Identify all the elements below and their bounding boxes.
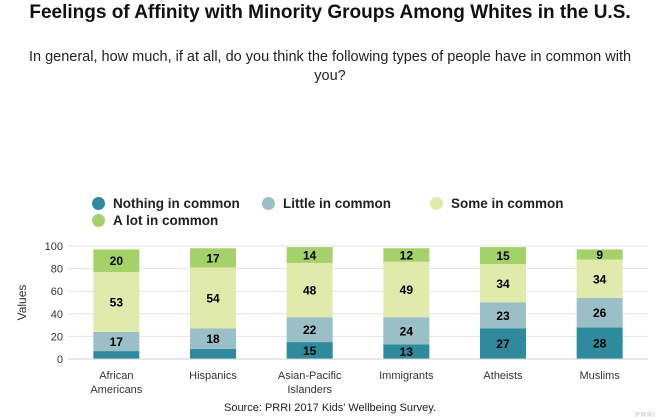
data-label-5-series-0: 28	[593, 337, 607, 351]
x-tick-label-5: Muslims	[579, 370, 620, 382]
legend-label-little: Little in common	[283, 196, 391, 211]
chart-title: Feelings of Affinity with Minority Group…	[29, 2, 631, 23]
data-label-3-series-1: 24	[400, 324, 414, 338]
y-tick-label-60: 60	[51, 286, 63, 298]
y-tick-label-100: 100	[45, 241, 63, 253]
x-tick-label-0-line-1: Americans	[90, 384, 142, 396]
y-axis-label: Values	[15, 285, 29, 321]
data-label-0-series-2: 53	[110, 295, 124, 309]
x-tick-label-1: Hispanics	[189, 370, 237, 382]
legend-item-nothing: Nothing in common	[92, 196, 240, 211]
bar-3-series-0	[383, 344, 430, 359]
y-tick-label-20: 20	[51, 331, 63, 343]
legend-label-some: Some in common	[451, 196, 564, 211]
legend-swatch-nothing	[92, 197, 105, 210]
data-label-4-series-0: 27	[496, 337, 510, 351]
legend-item-some: Some in common	[430, 196, 564, 211]
bar-4-series-1	[480, 302, 526, 329]
bar-3-series-3	[383, 248, 430, 262]
data-label-0-series-1: 17	[110, 335, 124, 349]
bar-4-series-2	[480, 264, 526, 303]
bar-2-series-0	[286, 342, 333, 359]
x-tick-label-2-line-1: Islanders	[287, 384, 332, 396]
x-tick-label-0: African Americans	[90, 370, 142, 396]
legend-label-a-lot: A lot in common	[113, 213, 219, 228]
data-label-3-series-2: 49	[400, 283, 414, 297]
bar-5-series-3	[576, 249, 623, 260]
legend-swatch-a-lot	[92, 214, 105, 227]
chart-source: Source: PRRI 2017 Kids' Wellbeing Survey…	[223, 402, 437, 414]
data-label-3-series-3: 12	[400, 249, 414, 263]
bar-3-series-1	[383, 317, 430, 345]
bar-3-series-2	[383, 261, 430, 318]
x-tick-label-0-line-0: African	[99, 370, 133, 382]
bar-0-series-2	[93, 271, 140, 332]
data-label-4-series-1: 23	[496, 309, 510, 323]
chart-legend: Nothing in common Little in common Some …	[0, 196, 660, 232]
bar-1-series-0	[190, 348, 236, 359]
legend-swatch-little	[262, 197, 275, 210]
y-tick-label-80: 80	[51, 264, 63, 276]
data-label-2-series-0: 15	[303, 344, 317, 358]
x-tick-label-3-line-0: Immigrants	[379, 370, 434, 382]
data-label-0-series-3: 20	[110, 254, 124, 268]
legend-item-a-lot: A lot in common	[92, 213, 218, 228]
bar-5-series-0	[576, 327, 623, 359]
x-tick-label-4-line-0: Atheists	[483, 370, 523, 382]
watermark: PRRI	[635, 412, 656, 419]
data-label-1-series-1: 18	[206, 332, 220, 346]
bar-5-series-1	[576, 297, 623, 328]
bar-5-series-2	[576, 259, 623, 298]
bar-4-series-0	[480, 328, 526, 359]
data-label-2-series-2: 48	[303, 284, 317, 298]
bar-4-series-3	[480, 247, 526, 265]
bar-1-series-3	[190, 248, 236, 268]
legend-swatch-some	[430, 197, 443, 210]
data-label-2-series-1: 22	[303, 323, 317, 337]
y-tick-label-0: 0	[57, 354, 63, 366]
data-label-5-series-3: 9	[596, 248, 603, 262]
chart-subtitle: In general, how much, if at all, do you …	[28, 49, 632, 84]
x-tick-label-2: Asian-Pacific Islanders	[278, 370, 342, 396]
bar-1-series-2	[190, 267, 236, 329]
x-tick-label-2-line-0: Asian-Pacific	[278, 370, 342, 382]
data-label-5-series-1: 26	[593, 306, 607, 320]
data-label-5-series-2: 34	[593, 272, 607, 286]
data-label-4-series-3: 15	[496, 249, 510, 263]
bar-0-series-3	[93, 249, 140, 272]
x-tick-label-3: Immigrants	[379, 370, 434, 382]
bar-1-series-1	[190, 328, 236, 349]
legend-item-little: Little in common	[262, 196, 391, 211]
bar-0-series-0	[93, 351, 140, 359]
bar-0-series-1	[93, 331, 140, 352]
bar-2-series-2	[286, 262, 333, 318]
x-tick-label-4: Atheists	[483, 370, 523, 382]
legend-label-nothing: Nothing in common	[113, 196, 240, 211]
data-label-3-series-0: 13	[400, 345, 414, 359]
data-label-2-series-3: 14	[303, 249, 317, 263]
bar-2-series-1	[286, 317, 333, 343]
x-tick-label-5-line-0: Muslims	[579, 370, 620, 382]
data-label-4-series-2: 34	[496, 277, 510, 291]
data-label-1-series-2: 54	[206, 291, 220, 305]
bar-2-series-3	[286, 247, 333, 263]
y-tick-label-40: 40	[51, 309, 63, 321]
data-label-1-series-3: 17	[206, 251, 220, 265]
x-tick-label-1-line-0: Hispanics	[189, 370, 237, 382]
